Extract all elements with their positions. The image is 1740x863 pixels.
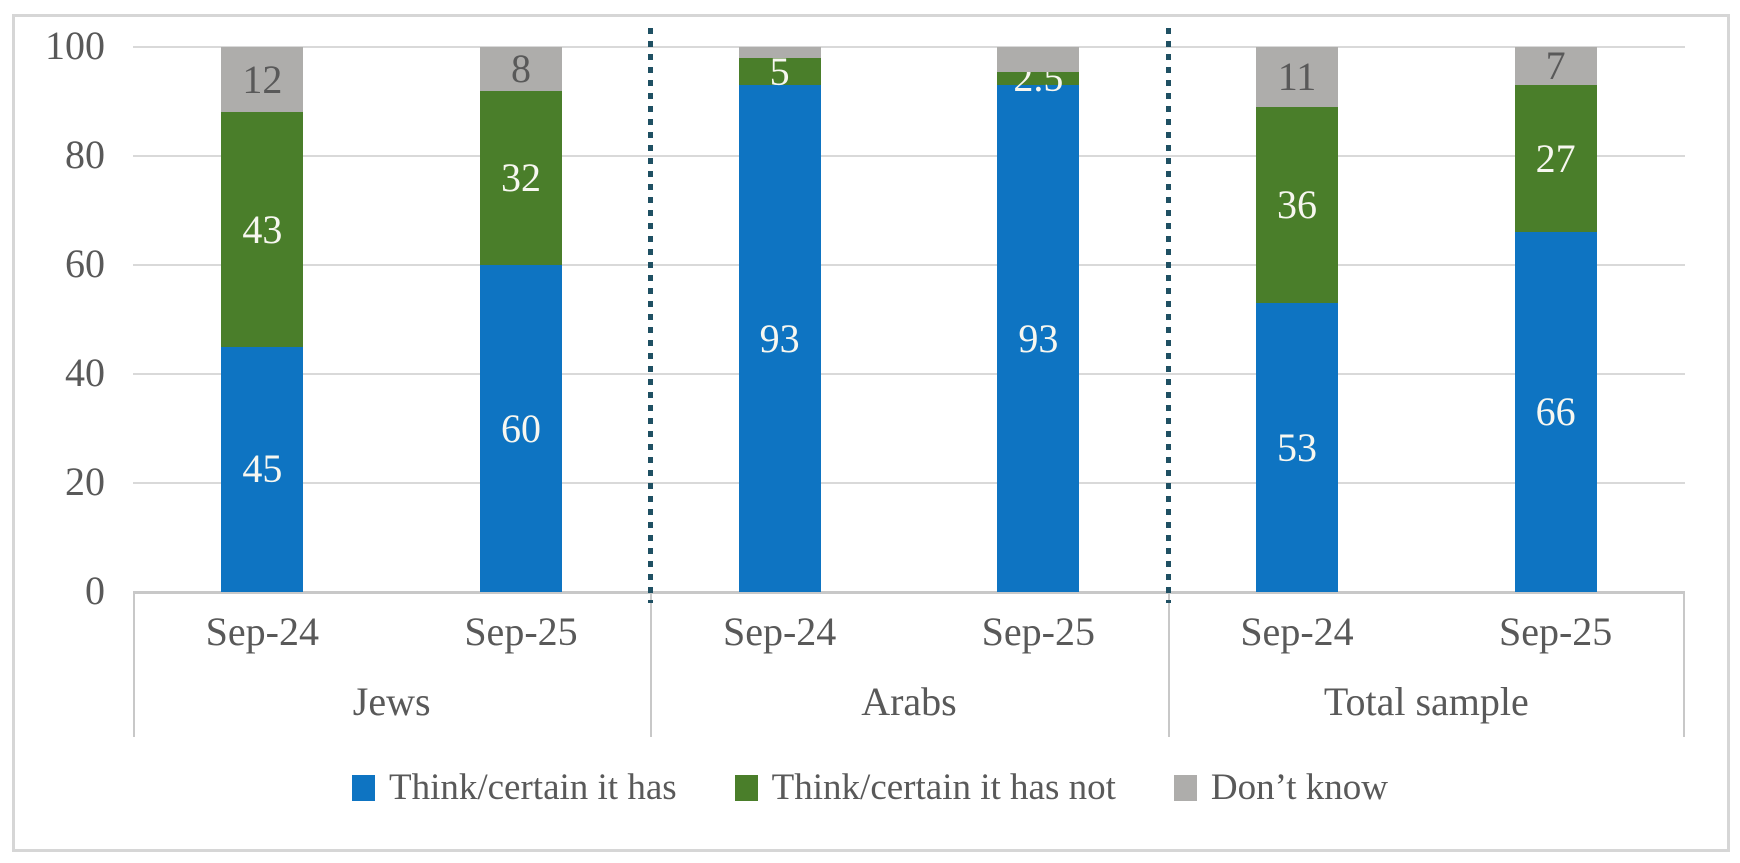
data-label: 66 <box>1535 389 1576 435</box>
legend-item: Think/certain it has not <box>734 767 1116 809</box>
axis-group-separator-line <box>133 592 135 737</box>
data-label: 36 <box>1277 182 1317 228</box>
bar-segment: 43 <box>221 112 304 347</box>
data-label: 43 <box>242 206 283 252</box>
data-label: 11 <box>1277 53 1317 99</box>
gridline <box>133 155 1685 157</box>
legend-swatch <box>351 775 375 802</box>
data-label: 45 <box>242 446 283 492</box>
stacked-bar: 93 5 <box>738 47 821 592</box>
bar-segment: 93 <box>997 85 1080 592</box>
bar-segment: 5 <box>738 51 821 91</box>
legend: Think/certain it has Think/certain it has… <box>0 767 1740 809</box>
axis-group-separator-line <box>650 592 653 737</box>
data-label: 60 <box>501 405 541 451</box>
gridline <box>133 373 1685 375</box>
stacked-bar: 53 36 11 <box>1256 47 1338 592</box>
y-axis-tick-label: 80 <box>65 132 105 177</box>
legend-label: Think/certain it has not <box>771 767 1116 808</box>
plot-area: 45 43 12 60 32 8 93 5 93 2.5 53 36 11 66 27 7 <box>133 43 1685 594</box>
group-label: Total sample <box>1323 679 1529 724</box>
data-label: 5 <box>769 48 790 94</box>
y-axis-tick-label: 100 <box>45 23 105 68</box>
bar-segment: 12 <box>221 47 304 113</box>
bar-segment: 53 <box>1256 303 1338 592</box>
bar-segment <box>738 47 821 58</box>
stacked-bar: 45 43 12 <box>221 47 304 592</box>
data-label: 12 <box>242 56 283 102</box>
category-label: Sep-25 <box>1498 609 1613 654</box>
group-divider-dotted-line <box>648 28 654 603</box>
data-label: 53 <box>1277 424 1317 470</box>
bar-segment: 45 <box>221 346 304 592</box>
bar-segment: 8 <box>480 47 562 91</box>
bar-segment <box>997 47 1080 72</box>
data-label: 93 <box>759 315 800 361</box>
category-label: Sep-25 <box>464 609 578 654</box>
y-axis-tick-label: 40 <box>65 350 105 395</box>
legend-swatch <box>1173 775 1197 802</box>
legend-swatch <box>734 775 758 802</box>
x-axis-band: Sep-24 Sep-25 Sep-24 Sep-25 Sep-24 Sep-25 Jews… <box>133 592 1685 737</box>
data-label: 27 <box>1535 135 1576 181</box>
y-axis-tick-label: 0 <box>85 568 105 613</box>
category-label: Sep-24 <box>205 609 319 654</box>
gridline <box>133 46 1685 48</box>
data-label: 7 <box>1545 43 1566 89</box>
stacked-bar: 93 2.5 <box>997 47 1080 592</box>
data-label: 32 <box>501 154 541 200</box>
bar-segment: 11 <box>1256 47 1338 107</box>
bar-segment: 27 <box>1514 85 1597 233</box>
legend-item: Think/certain it has <box>351 767 677 809</box>
group-label: Arabs <box>861 679 957 724</box>
x-axis-line <box>133 591 1685 594</box>
legend-label: Don’t know <box>1210 767 1389 808</box>
stacked-bar: 60 32 8 <box>480 47 562 592</box>
bar-segment: 7 <box>1514 43 1597 89</box>
bar-segment: 36 <box>1256 106 1338 304</box>
category-label: Sep-24 <box>722 609 837 654</box>
y-axis-tick-label: 60 <box>65 241 105 286</box>
bar-segment: 2.5 <box>997 58 1080 98</box>
axis-group-separator-line <box>1167 592 1170 737</box>
bar-segment: 93 <box>738 85 821 592</box>
axis-group-separator-line <box>1683 592 1685 737</box>
data-label: 8 <box>511 45 531 91</box>
gridline <box>133 264 1685 266</box>
group-label: Jews <box>352 679 431 724</box>
stacked-bar: 66 27 7 <box>1514 43 1597 592</box>
legend-label: Think/certain it has <box>388 767 677 808</box>
bar-segment: 60 <box>480 265 562 592</box>
y-axis-tick-label: 20 <box>65 459 105 504</box>
group-divider-dotted-line <box>1165 28 1171 603</box>
bar-segment: 66 <box>1514 232 1597 592</box>
data-label: 93 <box>1018 315 1059 361</box>
category-label: Sep-25 <box>981 609 1095 654</box>
bar-segment: 32 <box>480 90 562 265</box>
legend-item: Don’t know <box>1173 767 1389 809</box>
category-label: Sep-24 <box>1240 609 1354 654</box>
gridline <box>133 482 1685 484</box>
